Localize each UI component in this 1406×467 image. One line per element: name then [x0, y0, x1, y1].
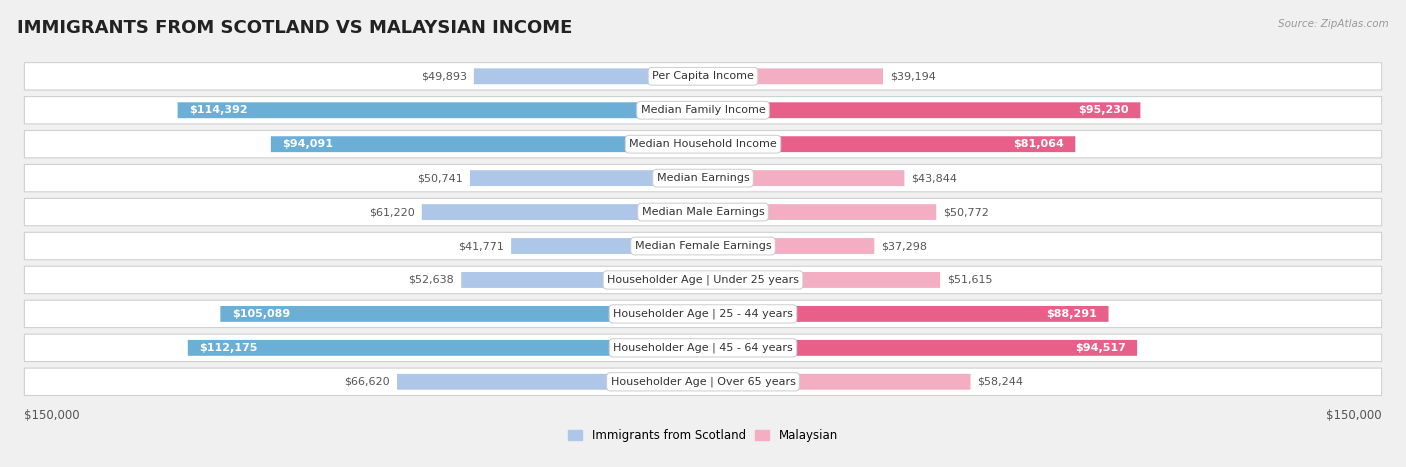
- Text: Householder Age | 25 - 44 years: Householder Age | 25 - 44 years: [613, 309, 793, 319]
- FancyBboxPatch shape: [24, 334, 1382, 361]
- FancyBboxPatch shape: [24, 63, 1382, 90]
- Text: $39,194: $39,194: [890, 71, 936, 81]
- Text: $150,000: $150,000: [1326, 410, 1382, 423]
- FancyBboxPatch shape: [396, 374, 703, 390]
- Text: $50,772: $50,772: [943, 207, 988, 217]
- Text: Median Male Earnings: Median Male Earnings: [641, 207, 765, 217]
- FancyBboxPatch shape: [703, 238, 875, 254]
- Text: Median Family Income: Median Family Income: [641, 105, 765, 115]
- Text: $114,392: $114,392: [188, 105, 247, 115]
- Text: $95,230: $95,230: [1078, 105, 1129, 115]
- FancyBboxPatch shape: [703, 136, 1076, 152]
- FancyBboxPatch shape: [461, 272, 703, 288]
- Text: $105,089: $105,089: [232, 309, 290, 319]
- FancyBboxPatch shape: [703, 68, 883, 84]
- Text: Median Household Income: Median Household Income: [628, 139, 778, 149]
- Text: $81,064: $81,064: [1012, 139, 1064, 149]
- Text: $52,638: $52,638: [409, 275, 454, 285]
- Text: Householder Age | Under 25 years: Householder Age | Under 25 years: [607, 275, 799, 285]
- Text: Source: ZipAtlas.com: Source: ZipAtlas.com: [1278, 19, 1389, 28]
- Text: Householder Age | Over 65 years: Householder Age | Over 65 years: [610, 376, 796, 387]
- FancyBboxPatch shape: [271, 136, 703, 152]
- FancyBboxPatch shape: [24, 97, 1382, 124]
- Text: $49,893: $49,893: [420, 71, 467, 81]
- FancyBboxPatch shape: [422, 204, 703, 220]
- FancyBboxPatch shape: [24, 130, 1382, 158]
- Text: $41,771: $41,771: [458, 241, 505, 251]
- Text: Median Female Earnings: Median Female Earnings: [634, 241, 772, 251]
- Text: $37,298: $37,298: [882, 241, 927, 251]
- Text: $43,844: $43,844: [911, 173, 957, 183]
- Text: $150,000: $150,000: [24, 410, 80, 423]
- Text: $88,291: $88,291: [1046, 309, 1097, 319]
- FancyBboxPatch shape: [474, 68, 703, 84]
- FancyBboxPatch shape: [24, 198, 1382, 226]
- Text: $112,175: $112,175: [200, 343, 257, 353]
- FancyBboxPatch shape: [512, 238, 703, 254]
- Text: Per Capita Income: Per Capita Income: [652, 71, 754, 81]
- FancyBboxPatch shape: [703, 340, 1137, 356]
- Text: $50,741: $50,741: [418, 173, 463, 183]
- Text: Householder Age | 45 - 64 years: Householder Age | 45 - 64 years: [613, 343, 793, 353]
- FancyBboxPatch shape: [470, 170, 703, 186]
- Text: IMMIGRANTS FROM SCOTLAND VS MALAYSIAN INCOME: IMMIGRANTS FROM SCOTLAND VS MALAYSIAN IN…: [17, 19, 572, 37]
- Text: $94,517: $94,517: [1074, 343, 1126, 353]
- FancyBboxPatch shape: [703, 170, 904, 186]
- FancyBboxPatch shape: [703, 204, 936, 220]
- FancyBboxPatch shape: [24, 368, 1382, 396]
- FancyBboxPatch shape: [703, 272, 941, 288]
- Text: $51,615: $51,615: [948, 275, 993, 285]
- FancyBboxPatch shape: [177, 102, 703, 118]
- FancyBboxPatch shape: [24, 266, 1382, 294]
- Text: $58,244: $58,244: [977, 377, 1024, 387]
- Text: Median Earnings: Median Earnings: [657, 173, 749, 183]
- FancyBboxPatch shape: [703, 102, 1140, 118]
- FancyBboxPatch shape: [188, 340, 703, 356]
- FancyBboxPatch shape: [24, 300, 1382, 327]
- FancyBboxPatch shape: [703, 374, 970, 390]
- Text: $66,620: $66,620: [344, 377, 389, 387]
- FancyBboxPatch shape: [24, 164, 1382, 192]
- Text: $94,091: $94,091: [283, 139, 333, 149]
- FancyBboxPatch shape: [221, 306, 703, 322]
- Legend: Immigrants from Scotland, Malaysian: Immigrants from Scotland, Malaysian: [564, 425, 842, 447]
- Text: $61,220: $61,220: [370, 207, 415, 217]
- FancyBboxPatch shape: [703, 306, 1108, 322]
- FancyBboxPatch shape: [24, 232, 1382, 260]
